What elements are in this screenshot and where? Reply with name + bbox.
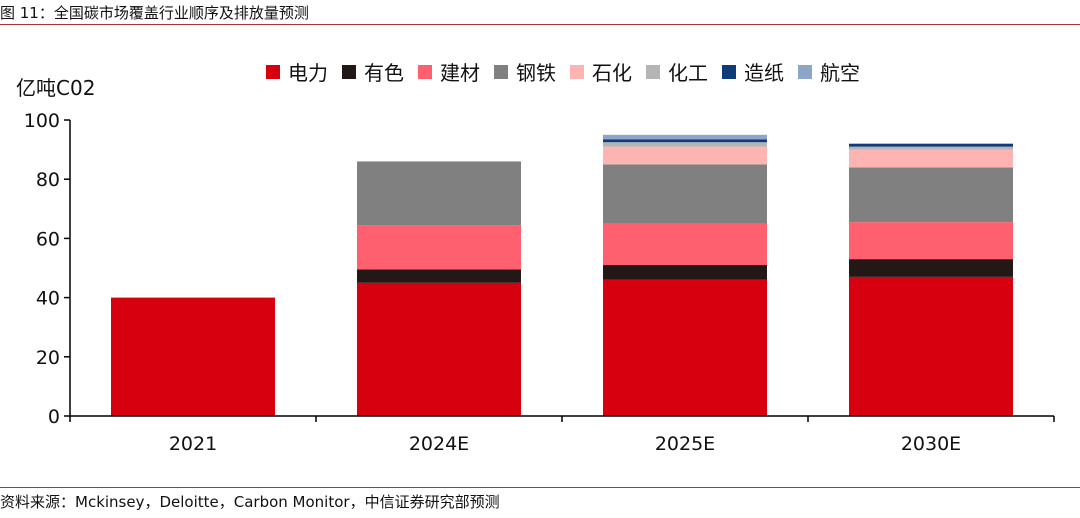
y-tick-label-40: 40	[36, 288, 60, 310]
legend-swatch-造纸	[722, 65, 736, 79]
x-tick-label-2024E: 2024E	[409, 433, 469, 455]
bar-segment-2025E-钢铁	[603, 164, 767, 224]
legend-swatch-化工	[646, 65, 660, 79]
source-rule	[0, 487, 1080, 488]
legend-swatch-钢铁	[494, 65, 508, 79]
y-axis-label: 亿吨C02	[16, 76, 95, 100]
bar-segment-2030E-钢铁	[849, 167, 1013, 223]
bar-segment-2024E-电力	[357, 282, 521, 416]
bar-segment-2025E-有色	[603, 265, 767, 280]
bar-segment-2030E-石化	[849, 149, 1013, 168]
legend-swatch-石化	[570, 65, 584, 79]
bar-segment-2024E-建材	[357, 225, 521, 270]
axes: 0 20 40 60 80 100 2021 2024E 2025E 2030E	[24, 110, 1055, 455]
bar-segment-2025E-建材	[603, 223, 767, 266]
x-tick-label-2021: 2021	[169, 433, 217, 455]
y-tick-label-80: 80	[36, 169, 60, 191]
bars	[111, 134, 1013, 416]
bar-segment-2030E-建材	[849, 222, 1013, 260]
y-tick-label-100: 100	[24, 110, 60, 132]
bar-segment-2025E-航空	[603, 134, 767, 140]
legend-label-航空: 航空	[820, 61, 860, 85]
bar-segment-2021-电力	[111, 297, 275, 416]
legend-label-建材: 建材	[440, 61, 480, 85]
legend-swatch-建材	[418, 65, 432, 79]
bar-segment-2024E-有色	[357, 269, 521, 283]
x-tick-label-2030E: 2030E	[901, 433, 961, 455]
y-tick-label-0: 0	[48, 406, 60, 428]
legend-label-电力: 电力	[288, 61, 328, 85]
bar-segment-2030E-电力	[849, 276, 1013, 416]
bar-segment-2024E-钢铁	[357, 161, 521, 226]
bar-segment-2025E-化工	[603, 142, 767, 147]
bar-segment-2030E-造纸	[849, 143, 1013, 147]
legend-label-化工: 化工	[668, 61, 708, 85]
legend-swatch-有色	[342, 65, 356, 79]
bar-segment-2025E-电力	[603, 279, 767, 416]
bar-segment-2025E-造纸	[603, 139, 767, 143]
y-tick-label-20: 20	[36, 347, 60, 369]
title-rule	[0, 24, 1080, 25]
source-note: 资料来源：Mckinsey，Deloitte，Carbon Monitor，中信…	[0, 493, 500, 511]
legend-label-造纸: 造纸	[744, 61, 784, 85]
bar-segment-2025E-石化	[603, 146, 767, 165]
legend-label-钢铁: 钢铁	[516, 61, 556, 85]
legend-label-石化: 石化	[592, 61, 632, 85]
legend-label-有色: 有色	[364, 61, 404, 85]
x-tick-label-2025E: 2025E	[655, 433, 715, 455]
bar-segment-2030E-有色	[849, 259, 1013, 277]
legend: 电力 有色 建材 钢铁 石化 化工 造纸 航空	[266, 61, 860, 85]
legend-swatch-电力	[266, 65, 280, 79]
y-tick-label-60: 60	[36, 228, 60, 250]
legend-swatch-航空	[798, 65, 812, 79]
figure-title: 图 11：全国碳市场覆盖行业顺序及排放量预测	[0, 4, 309, 22]
bar-segment-2030E-化工	[849, 146, 1013, 150]
